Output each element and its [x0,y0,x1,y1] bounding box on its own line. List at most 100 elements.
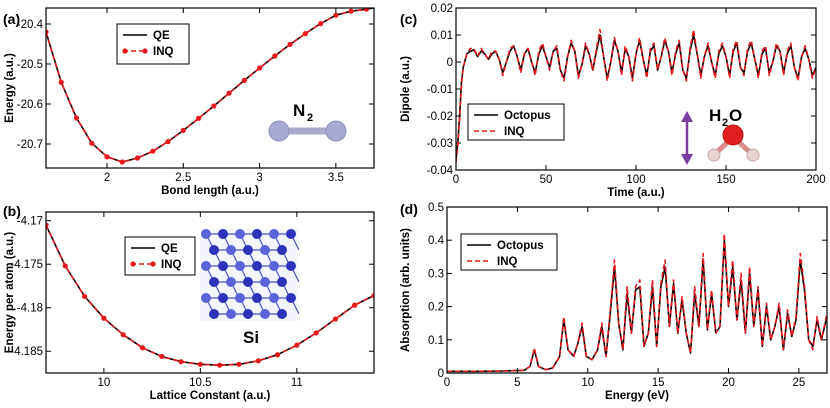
x-axis-label: Energy (eV) [605,390,669,402]
legend-label: Octopus [497,240,544,252]
data-point [195,115,202,121]
series-group [447,232,827,373]
x-tick-label: 0 [453,174,459,186]
panel-label: (b) [3,203,21,219]
crystal-atom [235,229,245,239]
y-tick-label: -20.7 [17,139,43,151]
crystal-atom [252,229,262,239]
crystal-atom [260,309,270,319]
molecule-label: O [729,106,742,125]
x-tick-label: 20 [722,377,735,389]
y-tick-label: -20.6 [17,99,43,111]
molecule-subscript: 2 [307,112,313,124]
atom-n-left [268,120,290,142]
y-tick-label: -4.185 [10,346,43,358]
data-point [120,332,126,338]
x-tick-label: 5 [514,377,520,389]
data-point [134,155,141,161]
crystal-atom [226,245,236,255]
y-tick-label: 0 [447,57,453,69]
crystal-atom [209,245,219,255]
data-point [89,140,95,146]
y-tick-label: 0.2 [428,302,444,314]
crystal-atom [286,293,296,303]
data-point [81,293,88,300]
data-point [58,79,64,85]
y-axis-label: Dipole (a.u.) [400,56,412,122]
legend-marker [142,48,148,54]
y-tick-label: 0.1 [428,335,444,347]
crystal-atom [286,229,296,239]
data-point [274,352,281,358]
plot-frame [45,211,375,374]
data-point [139,345,146,351]
crystal-atom [218,293,228,303]
arrow-head-down [681,154,693,165]
x-tick-label: 10 [581,377,594,389]
y-tick-label: 0.01 [431,30,453,42]
atom-h [746,148,760,162]
crystal-atom [252,293,262,303]
data-point [287,41,293,48]
legend-box [124,236,196,276]
y-tick-label: -4.17 [17,216,43,228]
crystal-atom [209,309,219,319]
series-line-inq [46,8,367,163]
x-tick-label: 200 [806,174,825,186]
panel-d: 0 5 10 15 20 25 0 0.1 0.2 0.3 0.4 0.5 Energy (eV) Abs… [400,201,828,402]
data-point [294,342,300,348]
x-tick-label: 2.5 [175,172,191,184]
crystal-atom [209,277,219,287]
crystal-atom [201,261,211,271]
crystal-atom [235,261,245,271]
x-tick-label: 25 [792,377,805,389]
panel-label: (a) [3,11,20,27]
crystal-atom [235,293,245,303]
legend-marker [122,48,128,54]
data-point [352,302,358,308]
crystal-atom [269,261,279,271]
legend-label: INQ [504,126,525,138]
crystal-atom [269,293,279,303]
crystal-atom [260,277,270,287]
legend-label: INQ [497,256,518,268]
x-axis-label: Time (a.u.) [607,187,664,199]
legend-label: Octopus [504,110,551,122]
data-point [165,139,171,145]
data-point [236,361,242,367]
crystal-atom [226,277,236,287]
data-point [332,316,339,322]
x-tick-label: 100 [626,174,645,186]
data-point [226,90,232,96]
y-axis-label: Energy (a.u.) [4,53,16,123]
y-tick-label: 0.3 [428,268,444,280]
legend-marker [150,261,156,267]
data-point [333,12,339,18]
atom-o [722,124,744,146]
x-tick-label: 15 [652,377,665,389]
crystal-atom [269,229,279,239]
molecule-label: N [293,101,305,120]
legend-box [116,23,190,65]
data-point [73,115,80,121]
molecule-subscript: 2 [722,117,728,129]
data-point [363,8,369,12]
y-tick-label: -0.02 [427,111,453,123]
crystal-atom [277,309,287,319]
panel-b: 10 10.5 11 -4.185 -4.18 -4.175 -4.17 Lattice Co… [3,203,375,402]
x-tick-label: 3 [256,172,262,184]
y-tick-label: 0.5 [428,202,444,214]
crystal-atom [277,245,287,255]
molecule-label: H [709,106,721,125]
legend-box [460,233,558,271]
atom-h [707,148,721,162]
series-group [456,28,816,162]
y-tick-label: -0.04 [427,165,454,177]
x-tick-label: 11 [291,377,303,389]
crystal-background [200,229,298,321]
legend-marker [130,261,136,267]
data-point [101,315,107,321]
crystal-atom [252,261,262,271]
material-label: Si [243,328,259,347]
